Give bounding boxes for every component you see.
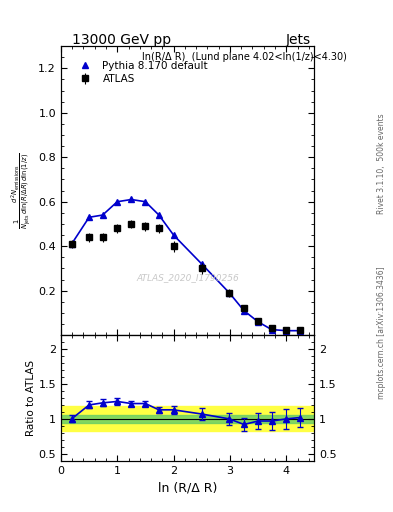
Text: ln(R/Δ R)  (Lund plane 4.02<ln(1/z)<4.30): ln(R/Δ R) (Lund plane 4.02<ln(1/z)<4.30) [142,52,347,62]
Legend: Pythia 8.170 default, ATLAS: Pythia 8.170 default, ATLAS [71,57,212,89]
Text: 13000 GeV pp: 13000 GeV pp [72,33,171,47]
Y-axis label: $\frac{1}{N_{\mathrm{jets}}}\frac{d^2 N_{\mathrm{emissions}}}{d\ln(R/\Delta R)\,: $\frac{1}{N_{\mathrm{jets}}}\frac{d^2 N_… [9,152,33,229]
X-axis label: ln (R/Δ R): ln (R/Δ R) [158,481,217,494]
Y-axis label: Ratio to ATLAS: Ratio to ATLAS [26,360,36,436]
Text: Jets: Jets [285,33,310,47]
Text: Rivet 3.1.10,  500k events: Rivet 3.1.10, 500k events [377,114,386,214]
Text: mcplots.cern.ch [arXiv:1306.3436]: mcplots.cern.ch [arXiv:1306.3436] [377,266,386,399]
Text: ATLAS_2020_I1790256: ATLAS_2020_I1790256 [136,273,239,282]
